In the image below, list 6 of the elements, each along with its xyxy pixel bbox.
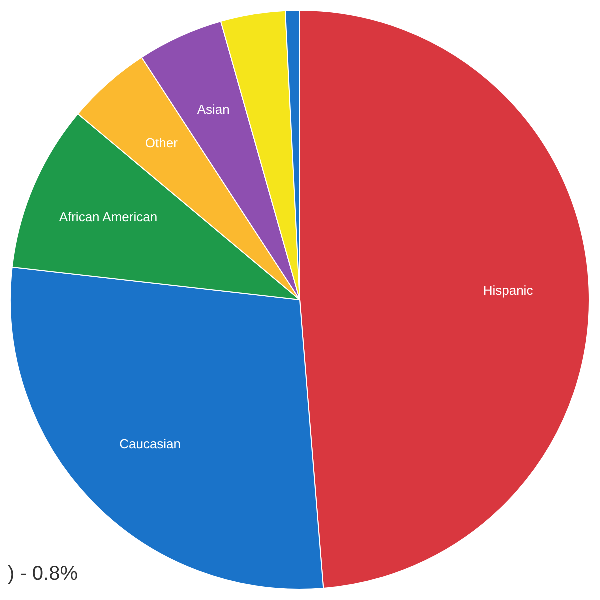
slice-label: Caucasian bbox=[120, 436, 182, 452]
slice-label: Other bbox=[145, 136, 179, 151]
slice-label: Hispanic bbox=[483, 283, 534, 298]
slice-label: African American bbox=[59, 209, 158, 224]
text: ) - 0.8% bbox=[8, 563, 78, 586]
slice-label: Asian bbox=[197, 102, 230, 117]
